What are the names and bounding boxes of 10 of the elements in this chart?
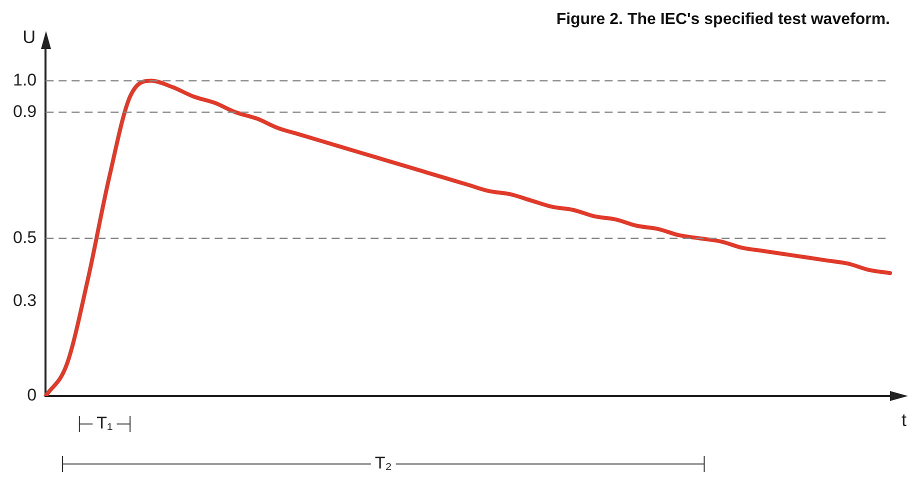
text: T₁ bbox=[96, 414, 114, 433]
x-axis-title: t bbox=[901, 410, 907, 430]
text: T₂ bbox=[374, 454, 392, 473]
y-tick-label: 0 bbox=[27, 386, 37, 405]
y-tick-label: 0.9 bbox=[12, 102, 37, 121]
y-tick-label: 1.0 bbox=[12, 70, 37, 90]
y-tick-label: 0.5 bbox=[12, 228, 37, 248]
chart-title: Figure 2. The IEC's specified test waveform. bbox=[556, 11, 890, 28]
y-tick-label: 0.3 bbox=[12, 291, 37, 310]
y-axis-title: U bbox=[22, 27, 36, 48]
